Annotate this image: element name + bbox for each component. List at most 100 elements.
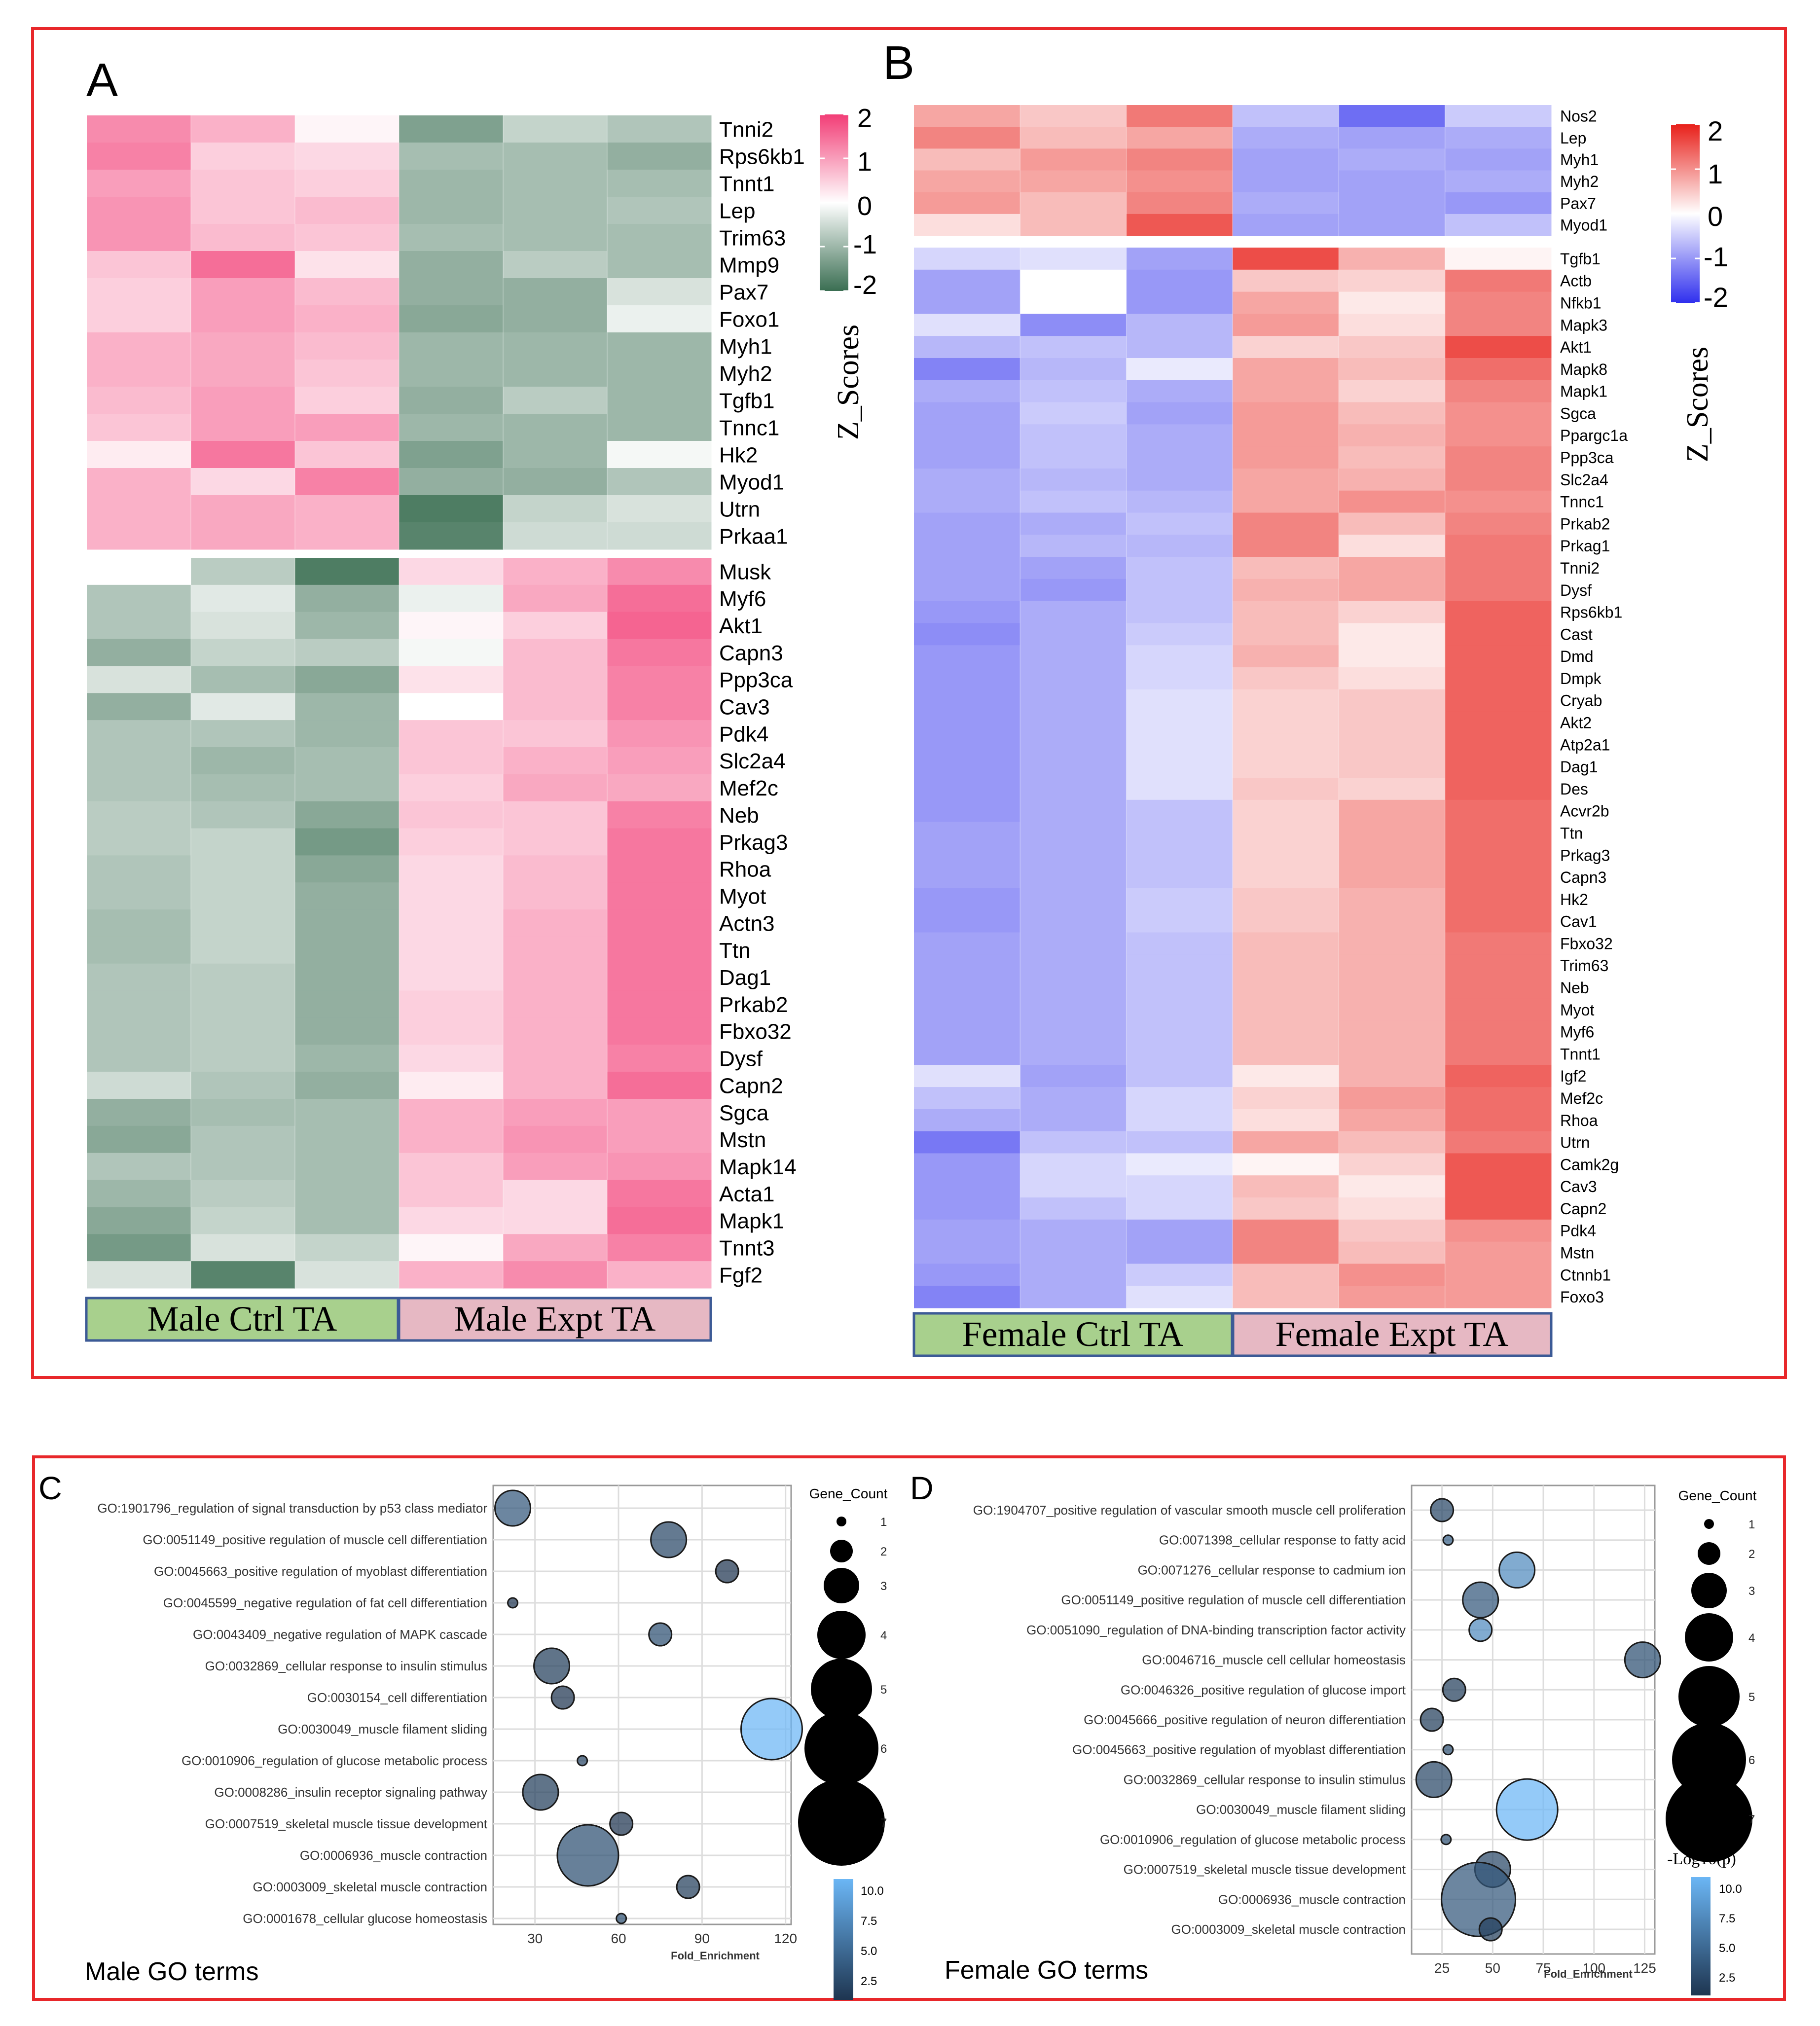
heatmap-cell [1020,954,1127,977]
heatmap-cell [607,143,712,170]
male-gene-count-title: Gene_Count [809,1486,888,1501]
heatmap-cell [1233,512,1339,535]
male-go-plot-area [492,1484,792,1925]
heatmap-cell [914,1087,1020,1110]
gene-count-legend-dot [811,1659,872,1720]
heatmap-cell [1233,954,1339,977]
heatmap-cell [87,1207,191,1234]
male-pvalue-tick-7.5: 7.5 [861,1915,877,1928]
heatmap-cell [1233,214,1339,236]
heatmap-cell [1445,358,1552,381]
heatmap-cell [87,251,191,279]
male-pvalue-tick-5: 5.0 [861,1945,877,1958]
heatmap-cell [1020,756,1127,778]
heatmap-cell [914,1065,1020,1087]
heatmap-cell [191,1125,295,1154]
gene-count-legend-dot [1666,1775,1752,1862]
gene-count-legend-label: 7 [1748,1813,1755,1826]
heatmap-cell [1339,778,1446,800]
heatmap-cell [1020,170,1127,193]
heatmap-cell [1339,1109,1446,1132]
gene-label: Tnnt1 [1560,1045,1601,1063]
heatmap-cell [87,666,191,693]
go-bubble [507,1597,519,1609]
heatmap-cell [399,693,504,721]
go-term-label: GO:0007519_skeletal muscle tissue develo… [1124,1862,1406,1877]
heatmap-cell [607,251,712,279]
heatmap-cell [914,1153,1020,1176]
heatmap-cell [1233,1219,1339,1242]
heatmap-cell [1020,1043,1127,1065]
heatmap-cell [1445,1065,1552,1087]
heatmap-cell [87,639,191,666]
heatmap-cell [503,747,608,775]
go-bubble [1624,1641,1661,1679]
heatmap-cell [399,360,504,387]
gene-count-legend-label: 2 [880,1545,887,1558]
heatmap-cell [1020,1065,1127,1087]
heatmap-cell [1233,579,1339,602]
heatmap-cell [1339,380,1446,403]
heatmap-cell [1339,214,1446,236]
heatmap-cell [503,1207,608,1234]
heatmap-cell [914,601,1020,623]
gene-label: Tnnt3 [719,1236,775,1261]
heatmap-cell [503,170,608,197]
heatmap-cell [1339,998,1446,1021]
gene-label: Prkab2 [719,993,788,1017]
heatmap-cell [1339,579,1446,602]
heatmap-cell [191,143,295,170]
heatmap-cell [1233,358,1339,381]
heatmap-cell [607,305,712,333]
heatmap-cell [1445,1286,1552,1308]
heatmap-cell [191,1207,295,1234]
heatmap-cell [295,170,400,197]
go-term-label: GO:0032869_cellular response to insulin … [1124,1772,1406,1787]
heatmap-cell [1339,557,1446,579]
gene-label: Dag1 [719,966,771,990]
heatmap-cell [191,990,295,1018]
heatmap-cell [1126,512,1233,535]
heatmap-cell [1445,214,1552,236]
heatmap-cell [1020,336,1127,359]
heatmap-cell [607,197,712,224]
gene-label: Pax7 [719,280,768,304]
heatmap-cell [1126,557,1233,579]
gene-label: Lep [1560,129,1586,147]
female-pvalue-tick-7.5: 7.5 [1719,1912,1735,1925]
heatmap-cell [1445,756,1552,778]
heatmap-cell [1020,402,1127,425]
heatmap-cell [1126,1197,1233,1220]
heatmap-cell [503,305,608,333]
go-term-label: GO:0030049_muscle filament sliding [278,1722,487,1737]
heatmap-cell [191,522,295,550]
heatmap-cell [503,936,608,964]
gene-label: Sgca [719,1101,769,1125]
heatmap-cell [1020,512,1127,535]
go-term-label: GO:0045663_positive regulation of myobla… [1072,1742,1406,1757]
heatmap-cell [1126,358,1233,381]
gene-label: Myf6 [1560,1023,1594,1041]
gene-label: Acta1 [719,1182,775,1206]
heatmap-cell [503,963,608,991]
heatmap-cell [503,495,608,523]
heatmap-cell [1339,667,1446,690]
heatmap-cell [87,495,191,523]
heatmap-cell [1126,1131,1233,1154]
heatmap-cell [87,414,191,441]
gene-label: Dmd [1560,648,1594,665]
heatmap-cell [295,414,400,441]
heatmap-cell [295,909,400,937]
heatmap-cell [1233,799,1339,823]
male-pvalue-colorbar [834,1879,853,2000]
heatmap-cell [191,963,295,991]
heatmap-cell [1339,1197,1446,1220]
heatmap-cell [295,828,400,856]
go-bubble [1462,1581,1499,1619]
gene-label: Fgf2 [719,1263,763,1287]
gene-label: Foxo3 [1560,1288,1604,1306]
heatmap-cell [87,197,191,224]
heatmap-cell [1233,601,1339,623]
heatmap-cell [87,1017,191,1045]
gene-label: Prkab2 [1560,515,1610,533]
